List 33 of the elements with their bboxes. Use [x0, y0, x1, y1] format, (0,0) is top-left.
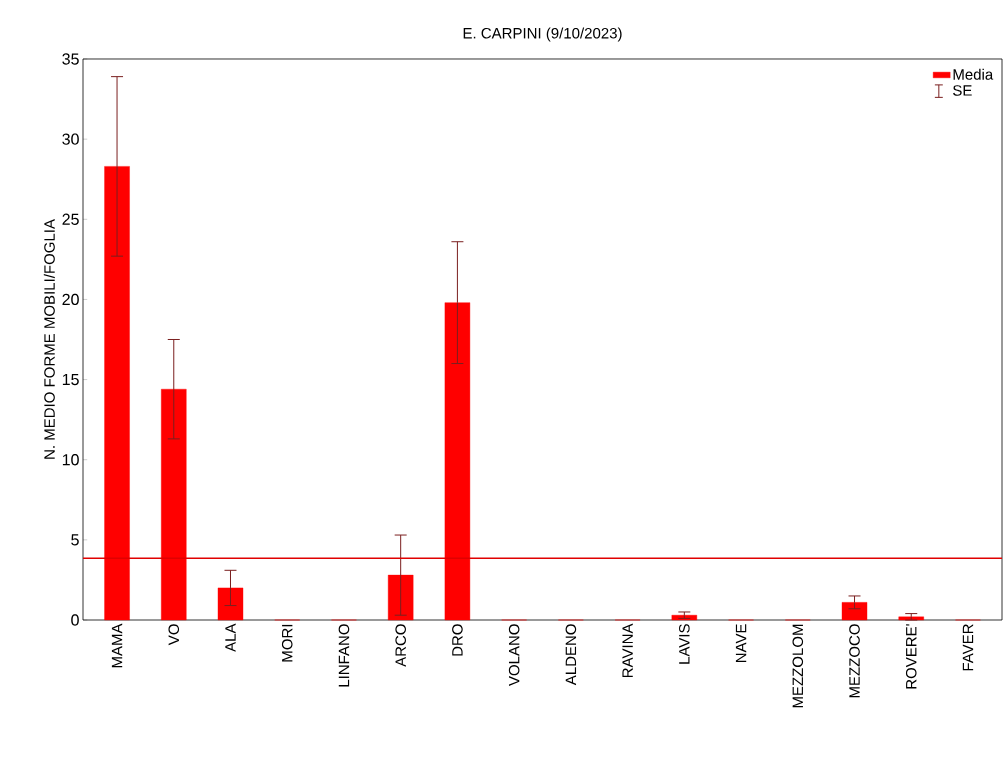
- x-tick-label: ROVERE': [905, 624, 917, 689]
- y-tick-label: 15: [62, 373, 79, 386]
- y-tick-label: 25: [62, 213, 79, 225]
- x-tick-label: ALDENO: [565, 624, 577, 686]
- annotation: SE: [953, 85, 972, 96]
- x-tick-label: VO: [168, 624, 180, 646]
- x-tick-label: DRO: [452, 624, 463, 656]
- x-tick-label: FAVER: [962, 624, 974, 671]
- x-tick-label: MEZZOLOM: [792, 624, 804, 708]
- y-tick-label: 10: [62, 454, 79, 466]
- y-tick-label: 0: [71, 614, 79, 626]
- x-tick-label: LINFANO: [338, 624, 350, 687]
- bar: [671, 614, 698, 621]
- x-tick-label: RAVINA: [622, 623, 633, 678]
- x-tick-label: ARCO: [395, 624, 406, 667]
- bar: [444, 302, 471, 621]
- bar: [104, 166, 130, 621]
- y-tick-label: 30: [62, 133, 79, 145]
- x-tick-label: MORI: [281, 624, 293, 662]
- bar: [161, 388, 187, 621]
- x-tick-label: VOLANO: [508, 624, 520, 686]
- x-tick-label: LAVIS: [679, 624, 690, 664]
- y-tick-label: 5: [71, 534, 79, 546]
- chart-title: E. CARPINI (9/10/2023): [463, 27, 622, 42]
- x-tick-label: NAVE: [735, 624, 747, 663]
- y-tick-label: 35: [62, 53, 79, 65]
- x-tick-label: MAMA: [111, 623, 123, 668]
- x-tick-label: ALA: [225, 623, 236, 652]
- legend-label: Media: [953, 68, 994, 80]
- bar: [841, 602, 868, 621]
- y-tick-label: 20: [62, 293, 79, 306]
- y-axis-title: N. MEDIO FORME MOBILI/FOGLIA: [43, 219, 55, 459]
- x-tick-label: MEZZOCO: [849, 624, 860, 698]
